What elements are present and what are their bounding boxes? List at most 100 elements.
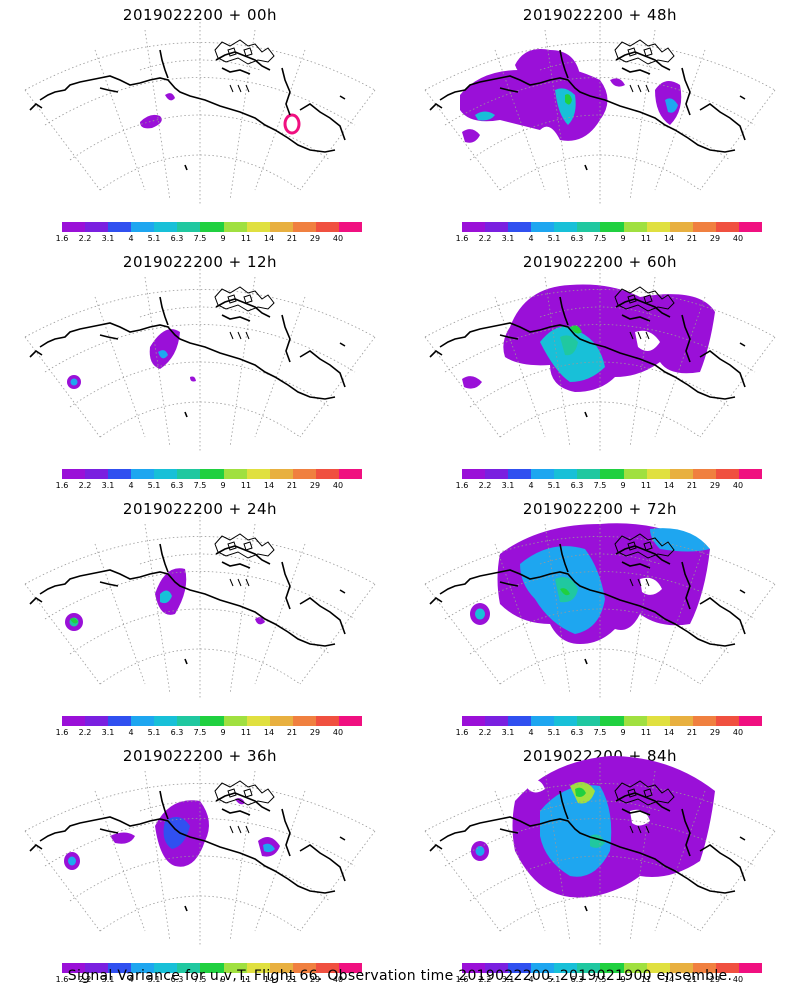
colorbar (62, 469, 363, 479)
colorbar-swatch (108, 222, 132, 232)
variance-core (70, 378, 78, 386)
colorbar-label: 4 (128, 975, 134, 984)
colorbar-label: 7.5 (193, 975, 207, 984)
colorbar-swatch (669, 469, 693, 479)
colorbar-swatch (692, 469, 716, 479)
colorbar-swatch (646, 469, 670, 479)
colorbar-label: 6.3 (570, 728, 584, 737)
colorbar-swatch (338, 716, 363, 726)
colorbar-label: 21 (686, 481, 698, 490)
colorbar-swatch (531, 963, 555, 973)
colorbar-swatch (131, 469, 155, 479)
colorbar-label: 40 (732, 481, 744, 490)
panel-title: 2019022200 + 24h (122, 500, 278, 518)
colorbar-label: 7.5 (193, 481, 207, 490)
variance-blob (160, 590, 172, 604)
colorbar-label: 11 (640, 728, 652, 737)
colorbar-swatch (292, 222, 316, 232)
colorbar-swatch (338, 963, 363, 973)
colorbar-swatch (531, 716, 555, 726)
colorbar-label: 6.3 (170, 234, 184, 243)
colorbar-label: 6.3 (170, 975, 184, 984)
variance-ring (283, 113, 301, 135)
variance-blob (263, 843, 275, 853)
colorbar-swatch (508, 469, 532, 479)
colorbar-swatch (669, 963, 693, 973)
colorbar-label: 3.1 (101, 975, 115, 984)
colorbar-label: 6.3 (570, 975, 584, 984)
colorbar-label: 3.1 (501, 975, 515, 984)
colorbar-label: 29 (709, 481, 721, 490)
panel-title: 2019022200 + 48h (522, 6, 678, 24)
variance-blob (665, 98, 678, 113)
colorbar-swatch (315, 222, 339, 232)
colorbar-labels: 1.6 2.2 3.1 4 5.1 6.3 7.5 9 11 14 21 29 40 (448, 975, 778, 985)
colorbar-swatch (246, 222, 270, 232)
colorbar-swatch (715, 963, 739, 973)
colorbar-label: 29 (709, 975, 721, 984)
colorbar-swatch (338, 469, 363, 479)
colorbar-swatch (200, 716, 224, 726)
colorbar-label: 7.5 (593, 975, 607, 984)
colorbar-swatch (269, 469, 293, 479)
colorbar-swatch (623, 963, 647, 973)
arctic-islands (614, 286, 675, 340)
colorbar-label: 29 (309, 481, 321, 490)
colorbar-label: 9 (220, 975, 226, 984)
colorbar-swatch (315, 469, 339, 479)
colorbar-label: 40 (332, 975, 344, 984)
colorbar-label: 5.1 (147, 728, 161, 737)
variance-blob (565, 94, 572, 105)
colorbar-label: 7.5 (193, 728, 207, 737)
colorbar (62, 222, 363, 232)
variance-blob (140, 114, 162, 129)
colorbar-label: 7.5 (593, 234, 607, 243)
colorbar-label: 40 (332, 234, 344, 243)
colorbar-label: 21 (286, 481, 298, 490)
colorbar-label: 5.1 (147, 481, 161, 490)
colorbar-swatch (554, 716, 578, 726)
colorbar-swatch (508, 222, 532, 232)
colorbar-swatch (62, 963, 86, 973)
coastline (29, 790, 346, 912)
colorbar-label: 5.1 (147, 234, 161, 243)
variance-blob (570, 325, 582, 334)
colorbar-label: 9 (220, 728, 226, 737)
polar-map (24, 22, 376, 205)
colorbar-label: 2.2 (78, 481, 92, 490)
coastline (29, 49, 346, 171)
colorbar-swatch (738, 963, 763, 973)
polar-map (24, 516, 376, 699)
variance-blob (165, 93, 175, 101)
colorbar-label: 4 (128, 728, 134, 737)
colorbar-label: 7.5 (193, 234, 207, 243)
colorbar-swatch (85, 716, 109, 726)
colorbar-swatch (577, 963, 601, 973)
colorbar-label: 29 (309, 234, 321, 243)
colorbar-label: 2.2 (78, 728, 92, 737)
variance-blob (255, 617, 265, 625)
colorbar-swatch (200, 222, 224, 232)
colorbar-swatch (462, 469, 486, 479)
variance-blob (515, 49, 580, 82)
colorbar-label: 1.6 (455, 975, 469, 984)
colorbar-label: 40 (332, 481, 344, 490)
colorbar-label: 5.1 (547, 975, 561, 984)
variance-blob (110, 832, 135, 844)
map-panel: 2019022200 + 36h 1.6 2.2 3.1 4 5.1 6.3 7.5 9 1 (0, 741, 400, 991)
colorbar-swatch (246, 716, 270, 726)
colorbar-swatch (315, 716, 339, 726)
variance-blob (540, 326, 605, 382)
colorbar-label: 3.1 (501, 234, 515, 243)
colorbar-swatch (85, 222, 109, 232)
variance-blob (560, 588, 570, 596)
colorbar-swatch (577, 716, 601, 726)
colorbar-swatch (108, 469, 132, 479)
colorbar-label: 6.3 (170, 728, 184, 737)
colorbar-swatch (485, 963, 509, 973)
colorbar-label: 5.1 (547, 481, 561, 490)
colorbar (462, 222, 763, 232)
colorbar-swatch (292, 716, 316, 726)
variance-blob (460, 66, 608, 141)
colorbar-labels: 1.6 2.2 3.1 4 5.1 6.3 7.5 9 11 14 21 29 40 (448, 234, 778, 244)
